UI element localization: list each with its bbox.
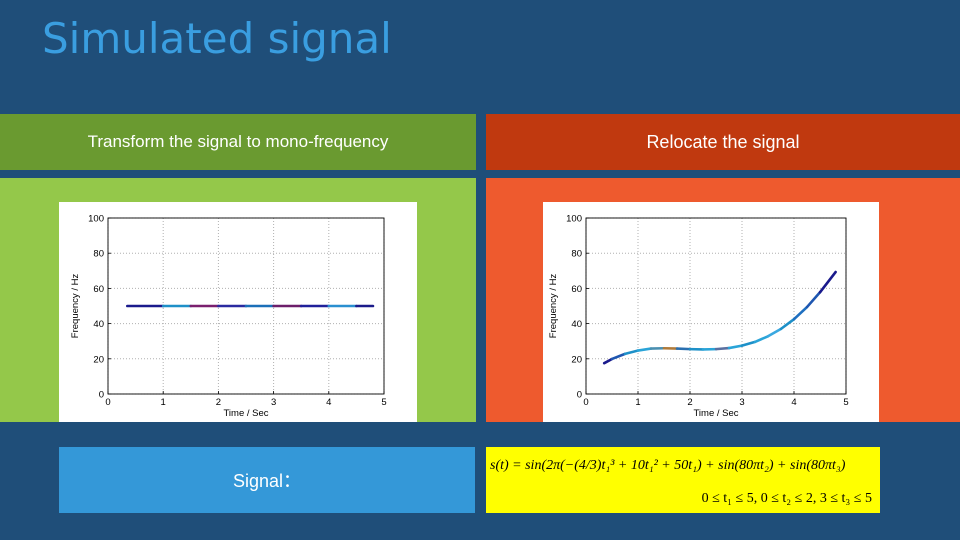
x-tick-label: 0	[583, 397, 588, 408]
series-segment	[714, 346, 731, 351]
y-axis-label: Frequency / Hz	[548, 274, 559, 339]
signal-formula: s(t) = sin(2π(−(4/3)t₁³ + 10t₁² + 50t₁) …	[490, 458, 846, 473]
series-segment	[740, 340, 757, 347]
x-tick-label: 2	[216, 397, 221, 408]
y-tick-label: 20	[571, 354, 582, 365]
signal-formula-box: s(t) = sin(2π(−(4/3)t₁³ + 10t₁² + 50t₁) …	[486, 447, 880, 513]
plot-frame	[585, 217, 847, 395]
x-axis-label: Time / Sec	[223, 408, 268, 419]
x-tick-label: 1	[635, 397, 640, 408]
y-tick-label: 40	[571, 319, 582, 330]
x-tick-label: 2	[687, 397, 692, 408]
left-section-header: Transform the signal to mono-frequency	[0, 114, 476, 170]
y-tick-label: 20	[93, 354, 104, 365]
series-segment	[636, 347, 653, 352]
slide-title: Simulated signal	[42, 14, 392, 63]
plot-frame	[107, 217, 385, 395]
relocated-signal-chart: 0 1 2 3 4 5 0 20 40 60 80 100 Time / Sec Frequency / …	[543, 202, 879, 422]
x-axis-label: Time / Sec	[693, 408, 738, 419]
series-segment	[602, 357, 614, 365]
y-tick-label: 80	[93, 249, 104, 260]
y-tick-label: 80	[571, 249, 582, 260]
x-tick-label: 4	[326, 397, 331, 408]
x-tick-label: 4	[791, 397, 796, 408]
x-tick-label: 5	[843, 397, 848, 408]
y-tick-label: 0	[99, 390, 104, 401]
relocated-signal-chart-svg: 0 1 2 3 4 5 0 20 40 60 80 100 Time / Sec Frequency / …	[548, 214, 849, 420]
y-tick-label: 60	[571, 284, 582, 295]
signal-label-box: Signal：	[59, 447, 475, 513]
right-section-header: Relocate the signal	[486, 114, 960, 170]
x-tick-label: 3	[739, 397, 744, 408]
mono-frequency-chart-svg: 0 1 2 3 4 5 0 20 40 60 80 100 Time / Sec Frequency / …	[70, 214, 387, 420]
series-segment	[792, 305, 809, 321]
series-segment	[818, 270, 837, 294]
y-tick-label: 100	[566, 214, 582, 225]
mono-frequency-chart: 0 1 2 3 4 5 0 20 40 60 80 100 Time / Sec Frequency / …	[59, 202, 417, 422]
series-segment	[727, 344, 744, 350]
x-tick-label: 1	[161, 397, 166, 408]
series-segment	[766, 327, 783, 338]
series-segment	[753, 334, 770, 344]
x-tick-label: 5	[381, 397, 386, 408]
signal-label: Signal：	[232, 471, 302, 491]
x-tick-label: 3	[271, 397, 276, 408]
x-tick-label: 0	[105, 397, 110, 408]
y-tick-label: 40	[93, 319, 104, 330]
series-segment	[779, 317, 796, 331]
y-tick-label: 0	[577, 390, 582, 401]
y-tick-label: 60	[93, 284, 104, 295]
series-segment	[675, 347, 692, 351]
y-tick-label: 100	[88, 214, 104, 225]
signal-domain: 0 ≤ t₁ ≤ 5, 0 ≤ t₂ ≤ 2, 3 ≤ t₃ ≤ 5	[701, 491, 872, 506]
series-segment	[610, 352, 627, 361]
y-axis-label: Frequency / Hz	[70, 274, 81, 339]
series-segment	[805, 290, 822, 309]
series-segment	[623, 349, 640, 356]
